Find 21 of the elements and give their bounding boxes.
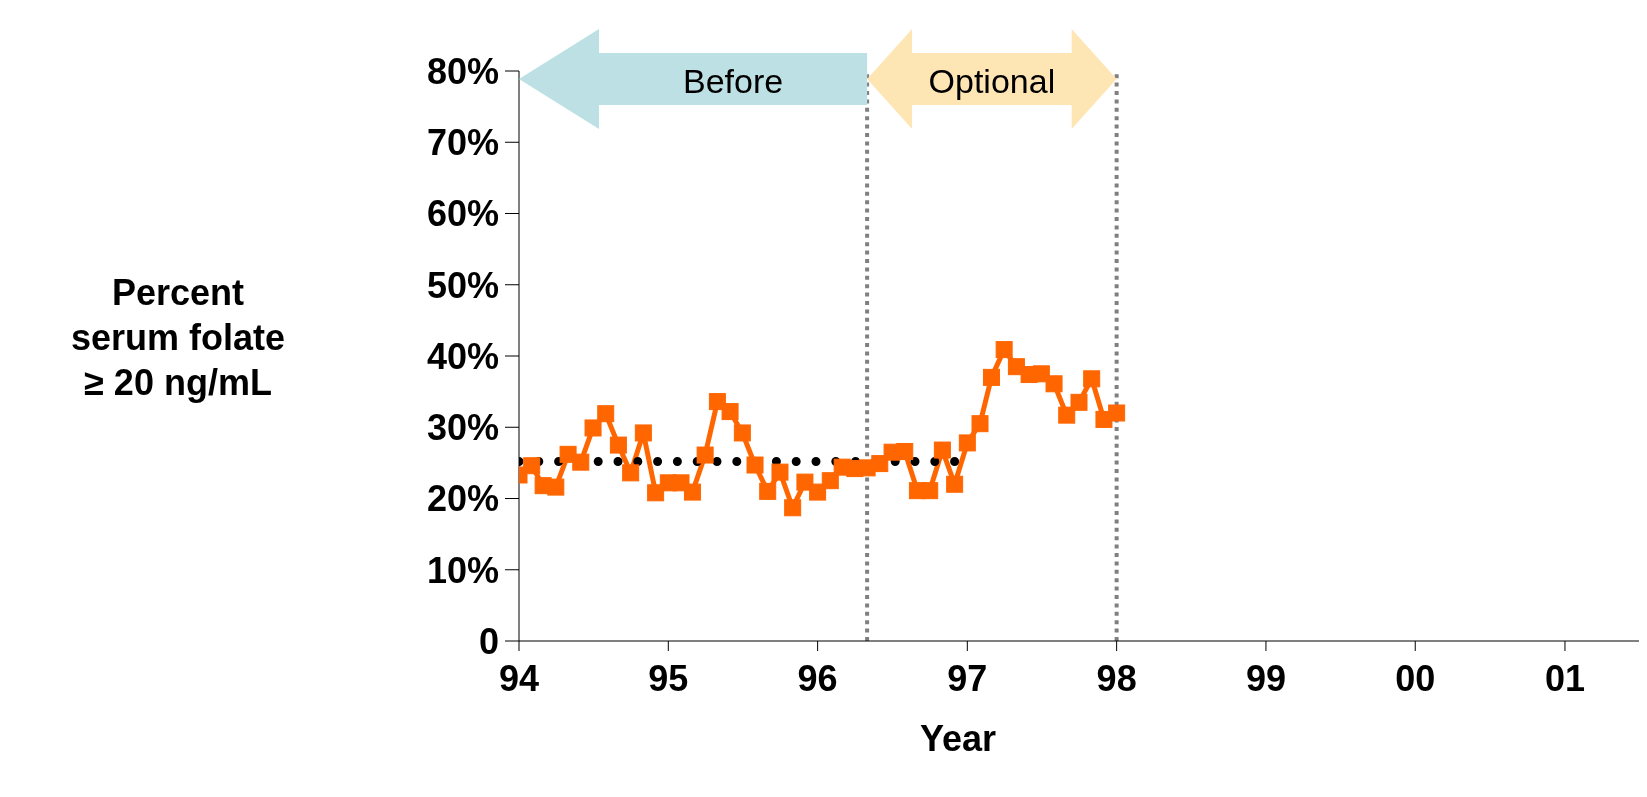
y-axis-title: Percent serum folate ≥ 20 ng/mL bbox=[69, 271, 287, 405]
x-axis-title: Year bbox=[918, 718, 998, 760]
x-tick-label: 00 bbox=[1395, 657, 1436, 699]
y-tick-label: 10% bbox=[426, 549, 499, 591]
x-tick-label: 94 bbox=[498, 657, 540, 699]
y-tick-label: 40% bbox=[426, 335, 499, 377]
x-tick-label: 98 bbox=[1096, 657, 1137, 699]
y-tick-label: 70% bbox=[426, 122, 499, 164]
annotation: Optional bbox=[928, 62, 1056, 100]
y-tick-label: 0 bbox=[478, 620, 499, 662]
x-tick-label: 99 bbox=[1245, 657, 1286, 699]
y-tick-label: 60% bbox=[426, 193, 499, 235]
x-tick-label: 95 bbox=[648, 657, 689, 699]
x-tick-label: 96 bbox=[797, 657, 838, 699]
y-tick-label: 20% bbox=[426, 478, 499, 520]
x-tick-label: 01 bbox=[1544, 657, 1585, 699]
annotation: Before bbox=[682, 62, 784, 100]
x-tick-label: 97 bbox=[947, 657, 988, 699]
y-tick-label: 80% bbox=[426, 50, 499, 92]
y-tick-label: 50% bbox=[426, 264, 499, 306]
y-tick-label: 30% bbox=[426, 407, 499, 449]
